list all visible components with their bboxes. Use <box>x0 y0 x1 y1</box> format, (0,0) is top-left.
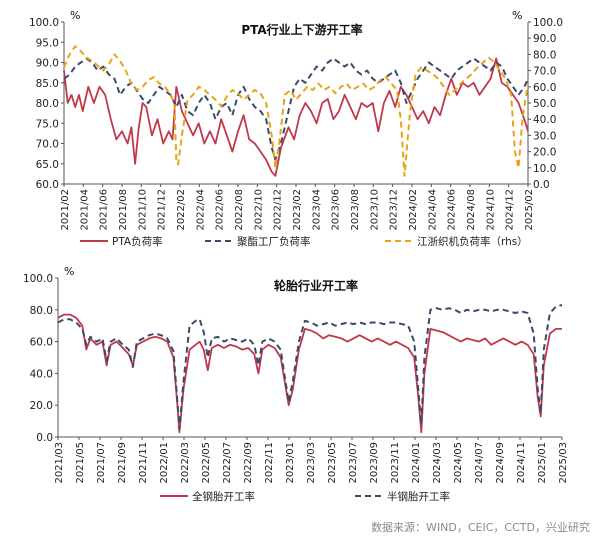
x-tick-label: 2023/09 <box>369 442 380 484</box>
x-tick-label: 2022/07 <box>222 442 233 484</box>
y-tick-label: 100.0 <box>29 17 59 29</box>
x-tick-label: 2022/01 <box>159 442 170 484</box>
x-tick-label: 2024/08 <box>466 189 477 231</box>
series-line <box>57 304 563 431</box>
legend-label: 全钢胎开工率 <box>192 490 255 503</box>
x-tick-label: 2021/11 <box>138 442 149 484</box>
source-note: 数据来源：WIND，CEIC，CCTD，兴业研究 <box>371 521 590 534</box>
y-tick-label: 80.0 <box>36 98 59 110</box>
x-tick-label: 2022/10 <box>253 189 264 231</box>
x-tick-label: 2023/10 <box>369 189 380 231</box>
y-tick-label-right: 20.0 <box>533 147 556 159</box>
y-tick-label-right: 90.0 <box>533 33 556 45</box>
x-tick-label: 2023/04 <box>311 189 322 231</box>
x-tick-label: 2023/12 <box>389 189 400 231</box>
x-tick-label: 2022/09 <box>243 442 254 484</box>
x-tick-label: 2021/07 <box>96 442 107 484</box>
y-tick-label-right: 100.0 <box>533 17 563 29</box>
y-tick-label: 100.0 <box>23 273 53 285</box>
series-line <box>63 57 529 161</box>
x-tick-label: 2021/12 <box>157 189 168 231</box>
legend-label: PTA负荷率 <box>112 235 163 248</box>
x-tick-label: 2021/09 <box>117 442 128 484</box>
legend-label: 江浙织机负荷率（rhs） <box>417 235 528 248</box>
x-tick-label: 2024/12 <box>505 189 516 231</box>
legend-label: 半钢胎开工率 <box>387 490 450 503</box>
x-tick-label: 2023/11 <box>390 442 401 484</box>
x-tick-label: 2024/07 <box>474 442 485 484</box>
y-tick-label-right: 70.0 <box>533 66 556 78</box>
y-tick-label: 75.0 <box>36 118 59 130</box>
series-line <box>63 45 529 177</box>
chart-title: PTA行业上下游开工率 <box>241 22 362 37</box>
y-tick-label: 20.0 <box>30 400 53 412</box>
y-tick-label-right: 30.0 <box>533 130 556 142</box>
y-tick-label: 90.0 <box>36 58 59 70</box>
x-tick-label: 2023/02 <box>292 189 303 231</box>
x-tick-label: 2023/06 <box>331 189 342 231</box>
x-tick-label: 2021/02 <box>60 189 71 231</box>
x-tick-label: 2023/05 <box>327 442 338 484</box>
x-tick-label: 2022/02 <box>176 189 187 231</box>
y-tick-label: 60.0 <box>36 179 59 191</box>
y-tick-label-right: 60.0 <box>533 82 556 94</box>
x-tick-label: 2023/01 <box>285 442 296 484</box>
x-tick-label: 2021/06 <box>99 189 110 231</box>
x-tick-label: 2022/06 <box>215 189 226 231</box>
x-tick-label: 2023/03 <box>306 442 317 484</box>
y-tick-label: 70.0 <box>36 139 59 151</box>
x-tick-label: 2024/09 <box>495 442 506 484</box>
y-unit-right: % <box>512 9 522 22</box>
x-tick-label: 2025/03 <box>558 442 569 484</box>
x-tick-label: 2022/05 <box>201 442 212 484</box>
x-tick-label: 2022/04 <box>195 189 206 231</box>
y-tick-label: 0.0 <box>36 432 53 444</box>
y-tick-label-right: 10.0 <box>533 163 556 175</box>
x-tick-label: 2025/01 <box>537 442 548 484</box>
x-tick-label: 2021/10 <box>137 189 148 231</box>
y-tick-label-right: 0.0 <box>533 179 550 191</box>
x-tick-label: 2025/02 <box>524 189 535 231</box>
x-tick-label: 2022/08 <box>234 189 245 231</box>
y-tick-label: 85.0 <box>36 78 59 90</box>
x-tick-label: 2022/03 <box>180 442 191 484</box>
y-tick-label: 65.0 <box>36 159 59 171</box>
y-tick-label-right: 50.0 <box>533 98 556 110</box>
x-tick-label: 2024/01 <box>411 442 422 484</box>
y-tick-label-right: 80.0 <box>533 49 556 61</box>
x-tick-label: 2022/12 <box>273 189 284 231</box>
y-tick-label: 95.0 <box>36 37 59 49</box>
series-line <box>63 57 529 177</box>
y-tick-label: 60.0 <box>30 337 53 349</box>
x-tick-label: 2021/04 <box>79 189 90 231</box>
y-tick-label: 80.0 <box>30 305 53 317</box>
x-tick-label: 2023/07 <box>348 442 359 484</box>
x-tick-label: 2024/04 <box>427 189 438 231</box>
x-tick-label: 2024/11 <box>516 442 527 484</box>
y-unit-left: % <box>70 9 80 22</box>
series-line <box>57 313 562 434</box>
x-tick-label: 2024/06 <box>447 189 458 231</box>
x-tick-label: 2024/03 <box>432 442 443 484</box>
y-tick-label-right: 40.0 <box>533 114 556 126</box>
x-tick-label: 2022/11 <box>264 442 275 484</box>
y-tick-label: 40.0 <box>30 368 53 380</box>
x-tick-label: 2021/05 <box>75 442 86 484</box>
x-tick-label: 2021/03 <box>54 442 65 484</box>
x-tick-label: 2021/08 <box>118 189 129 231</box>
legend-label: 聚酯工厂负荷率 <box>237 235 311 248</box>
x-tick-label: 2023/08 <box>350 189 361 231</box>
y-unit-left: % <box>64 265 74 278</box>
x-tick-label: 2024/10 <box>485 189 496 231</box>
chart-title: 轮胎行业开工率 <box>274 278 358 293</box>
x-tick-label: 2024/02 <box>408 189 419 231</box>
x-tick-label: 2024/05 <box>453 442 464 484</box>
